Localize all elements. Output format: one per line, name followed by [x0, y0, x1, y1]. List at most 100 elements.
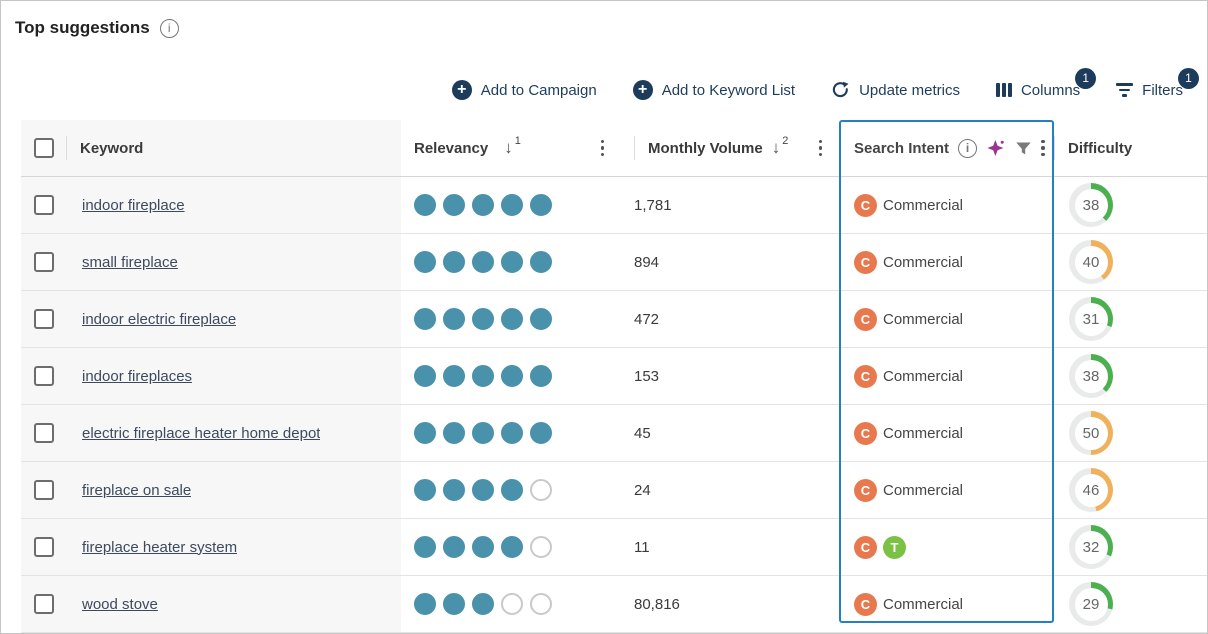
keyword-link[interactable]: wood stove — [82, 595, 158, 613]
relevancy-dots — [401, 519, 621, 575]
relevancy-dot-filled — [530, 194, 552, 216]
relevancy-dot-empty — [530, 593, 552, 615]
relevancy-dots — [401, 462, 621, 518]
columns-label: Columns — [1020, 81, 1081, 99]
difficulty-value: 46 — [1074, 473, 1108, 507]
intent-label: Commercial — [883, 481, 964, 499]
add-to-campaign-button[interactable]: + Add to Campaign — [451, 80, 597, 100]
relevancy-dot-filled — [414, 308, 436, 330]
column-header-monthly-volume[interactable]: Monthly Volume ↓ 2 — [621, 120, 839, 176]
table-row: small fireplace 894 C Commercial 40 — [21, 234, 1207, 291]
intent-commercial-icon: C — [854, 193, 877, 217]
relevancy-dot-filled — [501, 308, 523, 330]
keyword-link[interactable]: electric fireplace heater home depot — [82, 424, 321, 442]
relevancy-dot-filled — [530, 251, 552, 273]
row-checkbox[interactable] — [33, 594, 54, 614]
intent-label: Commercial — [883, 196, 964, 214]
search-intent-cell: C Commercial — [839, 291, 1054, 347]
info-icon[interactable]: i — [159, 18, 179, 38]
relevancy-dot-filled — [443, 536, 465, 558]
column-header-search-intent[interactable]: Search Intent i — [839, 120, 1054, 176]
add-to-keyword-list-button[interactable]: + Add to Keyword List — [632, 80, 795, 100]
relevancy-dot-filled — [472, 422, 494, 444]
table-row: fireplace on sale 24 C Commercial 46 — [21, 462, 1207, 519]
relevancy-dots — [401, 234, 621, 290]
row-checkbox[interactable] — [33, 309, 54, 329]
keyword-link[interactable]: indoor electric fireplace — [82, 310, 237, 328]
intent-commercial-icon: C — [854, 535, 877, 559]
header-divider — [66, 136, 67, 160]
toolbar: + Add to Campaign + Add to Keyword List … — [451, 67, 1199, 100]
info-icon[interactable]: i — [958, 138, 978, 158]
relevancy-dot-filled — [501, 479, 523, 501]
column-menu-icon[interactable] — [598, 137, 608, 160]
intent-label: Commercial — [883, 424, 964, 442]
intent-label: Commercial — [883, 367, 964, 385]
relevancy-dot-filled — [414, 536, 436, 558]
update-metrics-label: Update metrics — [859, 81, 960, 99]
relevancy-dot-filled — [443, 194, 465, 216]
relevancy-dot-filled — [501, 251, 523, 273]
keyword-link[interactable]: fireplace heater system — [82, 538, 238, 556]
relevancy-dot-filled — [443, 251, 465, 273]
relevancy-dot-filled — [530, 422, 552, 444]
table-header-row: Keyword Relevancy ↓ 1 Monthly Volume ↓ 2 S — [21, 120, 1207, 177]
relevancy-dot-filled — [414, 365, 436, 387]
column-menu-icon[interactable] — [1038, 137, 1048, 160]
sort-order-number: 2 — [782, 134, 789, 147]
row-checkbox[interactable] — [33, 480, 54, 500]
row-checkbox[interactable] — [33, 366, 54, 386]
table-row: indoor fireplace 1,781 C Commercial 38 — [21, 177, 1207, 234]
relevancy-dot-filled — [443, 308, 465, 330]
add-to-campaign-label: Add to Campaign — [480, 81, 597, 99]
relevancy-dots — [401, 576, 621, 632]
relevancy-dot-filled — [472, 593, 494, 615]
search-intent-cell: C Commercial — [839, 348, 1054, 404]
keyword-link[interactable]: small fireplace — [82, 253, 178, 271]
sort-desc-icon[interactable]: ↓ 2 — [771, 134, 789, 157]
column-header-difficulty: Difficulty — [1054, 120, 1207, 176]
column-header-keyword: Keyword — [66, 120, 401, 176]
update-metrics-button[interactable]: Update metrics — [831, 81, 960, 100]
header-divider — [634, 136, 635, 160]
relevancy-dots — [401, 405, 621, 461]
keyword-link[interactable]: indoor fireplace — [82, 196, 185, 214]
row-checkbox[interactable] — [33, 537, 54, 557]
difficulty-gauge: 50 — [1069, 411, 1113, 455]
difficulty-value: 31 — [1074, 302, 1108, 336]
relevancy-dot-filled — [472, 194, 494, 216]
row-checkbox[interactable] — [33, 423, 54, 443]
keyword-link[interactable]: indoor fireplaces — [82, 367, 193, 385]
filters-button[interactable]: Filters 1 — [1116, 67, 1199, 99]
relevancy-dot-empty — [530, 536, 552, 558]
difficulty-gauge: 31 — [1069, 297, 1113, 341]
table-row: fireplace heater system 11 C T 32 — [21, 519, 1207, 576]
column-menu-icon[interactable] — [816, 137, 826, 160]
search-intent-cell: C Commercial — [839, 234, 1054, 290]
plus-circle-icon: + — [451, 80, 472, 100]
sort-desc-icon[interactable]: ↓ 1 — [504, 134, 521, 157]
difficulty-value: 38 — [1074, 359, 1108, 393]
select-all-checkbox[interactable] — [33, 138, 54, 158]
row-checkbox[interactable] — [33, 252, 54, 272]
ai-sparkle-icon[interactable] — [986, 138, 1006, 158]
sort-order-number: 1 — [514, 134, 521, 147]
relevancy-dots — [401, 177, 621, 233]
column-header-relevancy[interactable]: Relevancy ↓ 1 — [401, 120, 621, 176]
keyword-link[interactable]: fireplace on sale — [82, 481, 192, 499]
page-title: Top suggestions — [15, 18, 150, 37]
relevancy-dot-filled — [443, 479, 465, 501]
columns-button[interactable]: Columns 1 — [995, 67, 1097, 99]
relevancy-dot-filled — [472, 536, 494, 558]
row-checkbox[interactable] — [33, 195, 54, 215]
relevancy-dot-filled — [501, 194, 523, 216]
column-filter-funnel-icon[interactable] — [1015, 140, 1032, 157]
difficulty-value: 40 — [1074, 245, 1108, 279]
intent-commercial-icon: C — [854, 421, 877, 445]
table-row: electric fireplace heater home depot 45 C C… — [21, 405, 1207, 462]
difficulty-value: 29 — [1074, 587, 1108, 621]
difficulty-value: 50 — [1074, 416, 1108, 450]
intent-label: Commercial — [883, 595, 964, 613]
